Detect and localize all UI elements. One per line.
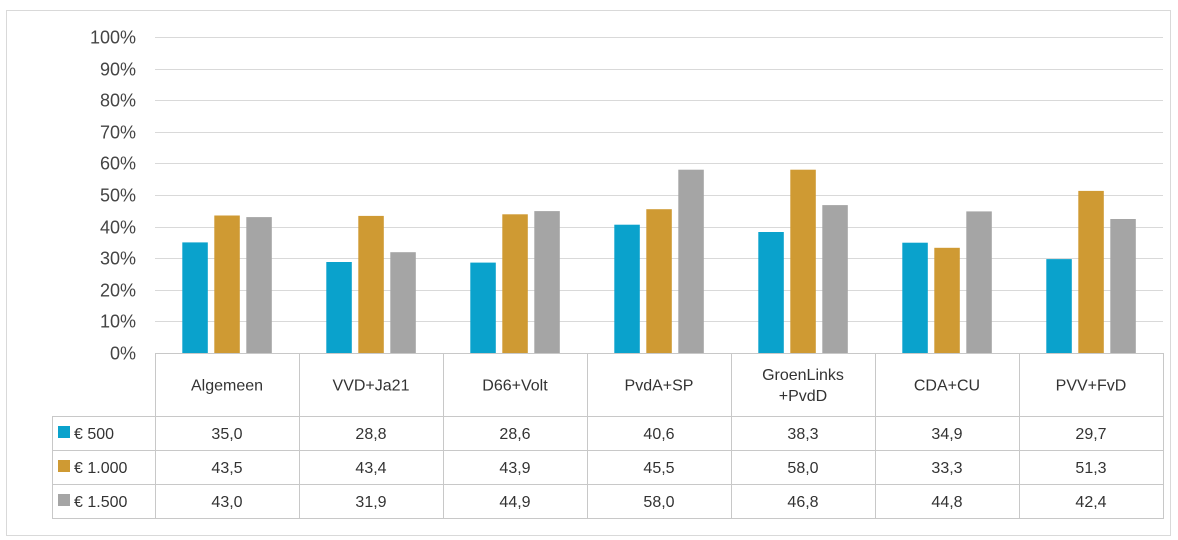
bar (246, 217, 272, 353)
y-tick-label: 10% (100, 312, 136, 332)
bar (678, 169, 704, 353)
bar (390, 252, 416, 353)
bar (758, 232, 784, 353)
data-label: 43,9 (499, 460, 530, 477)
data-label: 38,3 (787, 426, 818, 443)
bar (358, 215, 384, 353)
gridlines (155, 37, 1163, 322)
legend-swatch (58, 460, 70, 472)
bar (214, 215, 240, 353)
y-tick-label: 40% (100, 218, 136, 238)
category-label: PvdA+SP (625, 378, 694, 395)
y-tick-label: 60% (100, 154, 136, 174)
bar (326, 262, 352, 353)
data-label: 44,9 (499, 494, 530, 511)
y-tick-label: 0% (110, 344, 136, 364)
data-label: 33,3 (931, 460, 962, 477)
data-label: 58,0 (643, 494, 674, 511)
data-label: 58,0 (787, 460, 818, 477)
legend-label: € 1.500 (74, 494, 127, 511)
data-label: 31,9 (355, 494, 386, 511)
data-label: 29,7 (1075, 426, 1106, 443)
data-label: 43,5 (211, 460, 242, 477)
chart-border (6, 10, 1171, 536)
bar (614, 224, 640, 353)
bar (1046, 259, 1072, 353)
bar (182, 242, 208, 353)
bar (966, 211, 992, 353)
legend-label: € 1.000 (74, 460, 127, 477)
category-label: +PvdD (779, 388, 827, 405)
bar (1110, 219, 1136, 353)
data-label: 44,8 (931, 494, 962, 511)
category-label: CDA+CU (914, 378, 980, 395)
y-tick-label: 100% (90, 28, 136, 48)
category-label: GroenLinks (762, 367, 844, 384)
data-label: 43,4 (355, 460, 386, 477)
data-table: Algemeen VVD+Ja21 D66+Volt PvdA+SP GroenLink… (52, 353, 1164, 519)
bar (1078, 190, 1104, 353)
bar (534, 211, 560, 353)
data-label: 43,0 (211, 494, 242, 511)
category-label: VVD+Ja21 (333, 378, 410, 395)
data-label: 34,9 (931, 426, 962, 443)
category-label: D66+Volt (482, 378, 548, 395)
category-label: PVV+FvD (1056, 378, 1127, 395)
bar (502, 214, 528, 353)
bar (934, 247, 960, 353)
data-label: 28,6 (499, 426, 530, 443)
data-label: 45,5 (643, 460, 674, 477)
data-label: 42,4 (1075, 494, 1106, 511)
bar (902, 242, 928, 353)
legend-label: € 500 (74, 426, 114, 443)
data-label: 40,6 (643, 426, 674, 443)
data-label: 51,3 (1075, 460, 1106, 477)
data-label: 35,0 (211, 426, 242, 443)
data-label: 28,8 (355, 426, 386, 443)
bars (182, 169, 1136, 353)
y-tick-label: 80% (100, 91, 136, 111)
y-tick-label: 30% (100, 249, 136, 269)
bar (822, 205, 848, 353)
y-tick-label: 20% (100, 281, 136, 301)
bar (790, 169, 816, 353)
y-tick-label: 50% (100, 186, 136, 206)
y-axis-tick-labels: 0% 10% 20% 30% 40% 50% 60% 70% 80% 90% 100% (90, 28, 136, 364)
legend-swatch (58, 494, 70, 506)
bar (646, 209, 672, 353)
y-tick-label: 90% (100, 60, 136, 80)
bar (470, 262, 496, 353)
legend-swatch (58, 426, 70, 438)
category-label: Algemeen (191, 378, 263, 395)
y-tick-label: 70% (100, 123, 136, 143)
data-label: 46,8 (787, 494, 818, 511)
